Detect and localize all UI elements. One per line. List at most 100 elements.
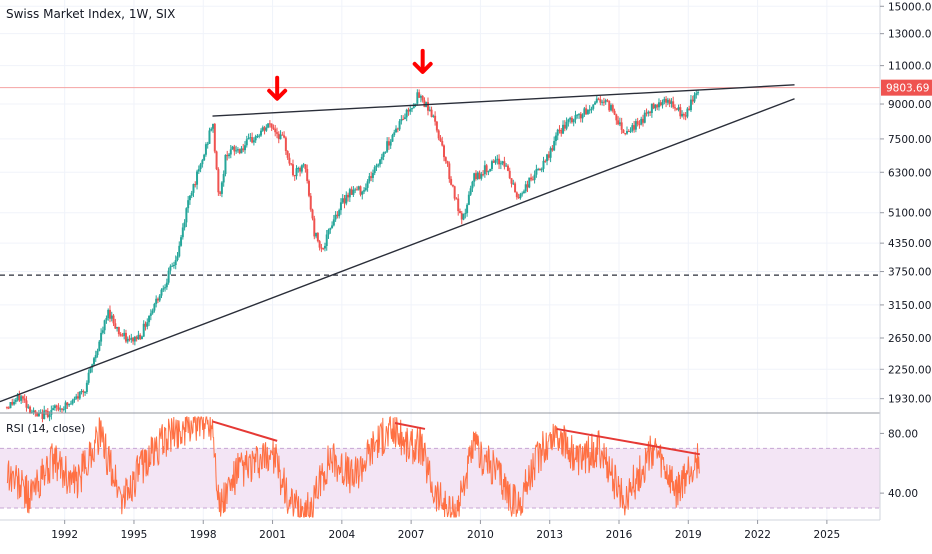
candle-body [293, 175, 296, 177]
candle-body [423, 100, 426, 108]
candle-body [89, 367, 92, 373]
candle-body [512, 183, 515, 185]
candle-body [455, 198, 458, 200]
candle-body [133, 336, 136, 342]
candle-body [437, 130, 440, 139]
candle-body [43, 410, 46, 420]
candle-body [505, 165, 508, 167]
candle-body [11, 402, 14, 405]
candle-body [549, 148, 552, 158]
candle-body [196, 171, 199, 185]
candle-body [52, 408, 55, 410]
candle-body [252, 140, 255, 143]
candle-body [668, 99, 671, 104]
candle-body [363, 190, 366, 192]
candle-body [117, 327, 120, 335]
candle-body [546, 154, 549, 162]
candle-body [144, 323, 147, 327]
candle-body [295, 168, 298, 177]
candle-body [611, 105, 614, 111]
candle-body [158, 295, 161, 301]
candle-body [268, 123, 271, 125]
current-price-badge-bg [881, 79, 932, 96]
candle-body [66, 402, 69, 406]
rsi-divergence-line [394, 421, 426, 430]
candle-body [618, 122, 621, 125]
candle-body [492, 161, 495, 163]
candle-body [338, 210, 341, 217]
candle-body [327, 229, 330, 235]
candle-body [345, 194, 348, 204]
current-price-badge: 9803.69 [881, 79, 932, 96]
candle-body [171, 265, 174, 267]
candle-body [547, 154, 550, 158]
candle-body [371, 173, 374, 178]
candle-body [105, 317, 108, 321]
candle-body [572, 119, 575, 123]
candle-body [359, 186, 362, 195]
candle-body [242, 148, 245, 151]
candle-body [121, 335, 124, 337]
candle-body [697, 92, 700, 94]
x-tick-label: 2010 [467, 529, 494, 541]
candle-body [284, 137, 287, 151]
y-tick-label: 3750.00 [888, 267, 931, 279]
candle-body [675, 108, 678, 110]
candle-body [389, 141, 392, 146]
y-tick-label: 5100.00 [888, 208, 931, 220]
candle-body [418, 92, 421, 98]
candle-body [673, 107, 676, 109]
candle-body [411, 108, 414, 110]
candle-body [542, 160, 545, 169]
candle-body [68, 403, 71, 406]
candle-body [554, 135, 557, 142]
candle-body [27, 406, 30, 408]
candle-body [590, 108, 593, 110]
candle-body [654, 104, 657, 109]
candle-body [533, 174, 536, 180]
candle-body [21, 396, 24, 399]
candle-body [137, 334, 140, 340]
candle-body [156, 298, 159, 301]
candle-body [302, 164, 305, 166]
candle-body [180, 237, 183, 246]
candle-body [377, 164, 380, 166]
candle-body [457, 198, 460, 212]
candle-body [240, 148, 243, 154]
candle-body [169, 266, 172, 271]
candle-body [473, 173, 476, 182]
candle-body [387, 141, 390, 146]
candle-body [627, 131, 630, 133]
candle-body [514, 183, 517, 193]
candle-body [87, 372, 90, 383]
candle-body [57, 407, 60, 410]
candle-body [341, 198, 344, 203]
candle-body [643, 112, 646, 123]
y-tick-label: 1930.00 [888, 394, 931, 406]
candle-body [69, 403, 72, 405]
candle-body [114, 323, 117, 329]
candle-body [466, 204, 469, 214]
candle-body [263, 127, 266, 131]
candle-body [379, 159, 382, 165]
candle-body [146, 322, 149, 327]
candle-body [471, 181, 474, 189]
candle-body [544, 160, 547, 162]
candle-body [570, 117, 573, 123]
candle-body [53, 405, 56, 409]
candle-body [212, 123, 215, 129]
candle-body [453, 186, 456, 199]
candle-body [323, 246, 326, 249]
candle-body [396, 128, 399, 130]
rsi-line [6, 415, 700, 519]
candle-body [498, 158, 501, 165]
candle-body [336, 214, 339, 217]
y-tick-label: 2250.00 [888, 364, 931, 376]
candle-body [620, 122, 623, 130]
candle-body [274, 128, 277, 133]
y-tick-label: 3150.00 [888, 300, 931, 312]
candle-body [220, 182, 223, 194]
candle-body [288, 157, 291, 164]
candle-body [128, 338, 131, 340]
candle-body [235, 150, 238, 152]
